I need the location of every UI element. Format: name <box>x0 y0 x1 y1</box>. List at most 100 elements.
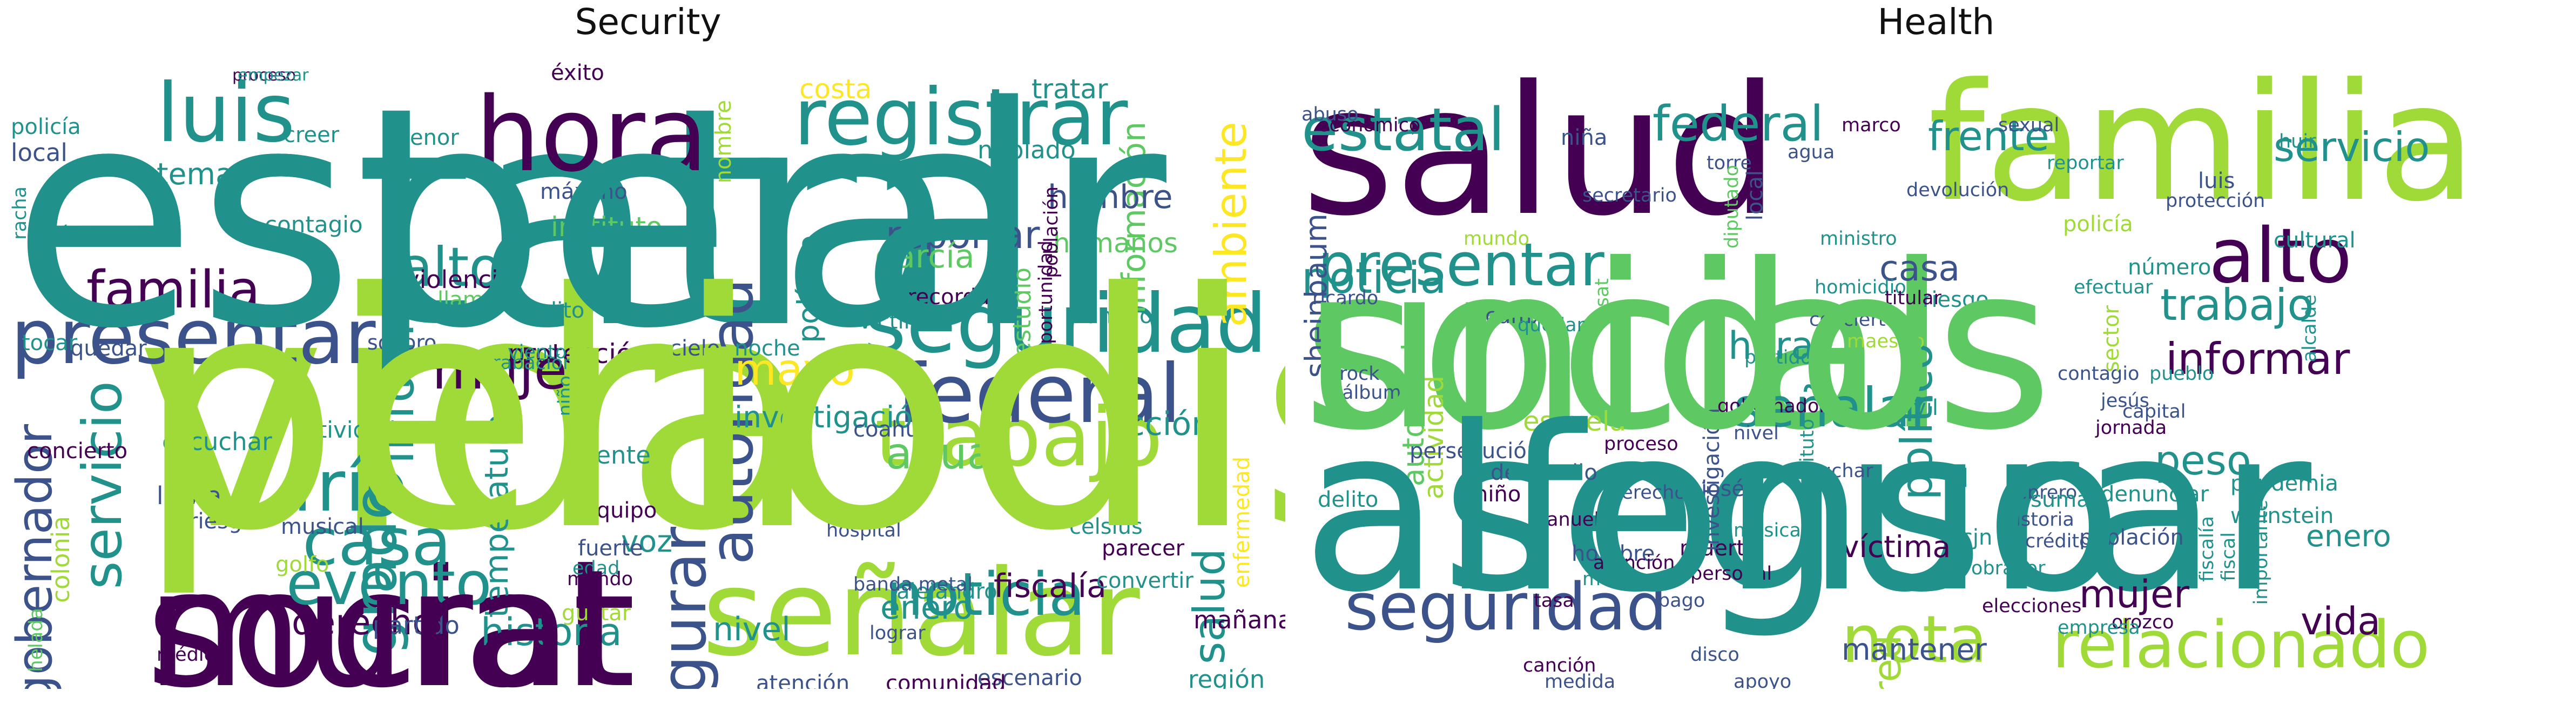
cloud-word: mujer <box>432 338 590 401</box>
cloud-word: violencia <box>405 265 514 294</box>
cloud-word: empresa <box>2058 617 2140 639</box>
cloud-word: atención <box>756 671 850 689</box>
cloud-word: familia <box>1928 51 2477 237</box>
cloud-word: médico <box>157 644 226 666</box>
cloud-word: recordar <box>907 285 999 310</box>
cloud-word: tratar <box>1031 73 1108 105</box>
cloud-word: local <box>11 138 68 167</box>
cloud-word: víctima <box>1842 529 1951 564</box>
cloud-word: estatal <box>1302 95 1505 164</box>
cloud-word: mujer <box>2079 572 2189 616</box>
cloud-word: partido <box>373 611 460 640</box>
cloud-word: historia <box>481 610 622 654</box>
cloud-word: informar <box>2166 334 2350 384</box>
cloud-word: señalar <box>1734 376 1933 439</box>
cloud-word: escuchar <box>162 427 272 456</box>
cloud-word: escuchar <box>1788 460 1873 482</box>
cloud-word: lluvia <box>157 481 222 510</box>
cloud-word: servicio <box>2274 123 2430 171</box>
cloud-word: proceso <box>232 66 296 85</box>
cloud-word: instituto <box>551 211 663 243</box>
cloud-word: marco <box>1842 115 1901 136</box>
cloud-word: rock <box>1339 363 1380 385</box>
panel-title-health: Health <box>1877 1 1995 43</box>
cloud-word: proceso <box>1604 433 1678 455</box>
cloud-word: luis <box>157 66 295 160</box>
cloud-word: maestro <box>1847 331 1925 352</box>
cloud-word: costa <box>799 73 872 105</box>
cloud-word: tocar <box>22 331 78 356</box>
cloud-word: creer <box>284 123 340 147</box>
cloud-word: médico <box>1582 568 1652 590</box>
cloud-word: alcalde <box>2299 294 2321 363</box>
cloud-word: alto <box>2209 212 2352 300</box>
cloud-word: escuela <box>1523 406 1627 437</box>
cloud-word: casa <box>302 505 451 580</box>
cloud-word: tasa <box>1534 590 1574 612</box>
cloud-word: gobernador <box>1717 395 1827 417</box>
cloud-word: número <box>43 223 127 247</box>
cloud-word: devolución <box>1906 179 2009 201</box>
panel-title-security: Security <box>575 1 721 43</box>
word-cloud-health: social asegurar salud familia estatal segurid… <box>1302 51 2576 689</box>
cloud-word: sexual <box>1998 115 2060 136</box>
cloud-word: nublado <box>977 136 1076 164</box>
cloud-word: fiscalía <box>994 567 1107 605</box>
cloud-word: actividad <box>292 417 396 443</box>
cloud-word: muerte <box>1680 536 1758 561</box>
cloud-word: fiscalía <box>2196 516 2218 582</box>
cloud-word: mundo <box>1464 228 1530 250</box>
cloud-word: víctima <box>859 309 939 334</box>
cloud-word: seguridad <box>864 277 1267 371</box>
cloud-word: protección <box>508 338 650 370</box>
cloud-word: mayo <box>734 345 855 395</box>
cloud-word: titular <box>1885 287 1941 309</box>
cloud-word: vida <box>2301 599 2381 643</box>
cloud-word: efectuar <box>2074 277 2153 298</box>
cloud-word: presentar <box>1318 230 1604 299</box>
cloud-word: pesos <box>389 352 444 374</box>
cloud-word: enero <box>2306 519 2391 553</box>
cloud-word: sumar <box>2031 487 2099 512</box>
cloud-word: federal <box>896 347 1182 441</box>
cloud-word: obrador <box>1971 558 2046 579</box>
cloud-word: mantener <box>1842 632 1987 667</box>
cloud-word: colonia <box>46 516 75 603</box>
cloud-word: abuso <box>1302 104 1359 125</box>
cloud-word: protección <box>2166 190 2265 212</box>
cloud-word: elecciones <box>1982 595 2082 617</box>
cloud-word: alfonso <box>1302 378 2123 642</box>
cloud-word: fiscal <box>2218 532 2240 581</box>
cloud-word: federal <box>1653 96 1824 152</box>
cloud-word: cdmx <box>1485 304 1545 328</box>
cloud-word: medida <box>1545 671 1616 689</box>
cloud-word: niña <box>1561 125 1608 150</box>
cloud-word: éxito <box>551 61 604 85</box>
cloud-word: población <box>2079 525 2184 550</box>
cloud-word: asegurar <box>1302 378 2312 642</box>
cloud-word: josé <box>1701 477 1745 501</box>
cloud-word: pago <box>1658 590 1705 612</box>
cloud-word: empezar <box>238 66 309 85</box>
cloud-word: sector <box>2099 305 2124 373</box>
cloud-word: riesgo <box>1923 287 1989 312</box>
cloud-word: social <box>1302 216 1948 480</box>
cloud-word: historia <box>2004 509 2074 531</box>
cloud-word: vida <box>135 224 821 602</box>
cloud-word: parecer <box>1102 536 1185 561</box>
cloud-word: acción <box>1107 405 1212 443</box>
cloud-word: coahuila <box>853 417 945 442</box>
cloud-word: quedar <box>1518 314 1584 336</box>
cloud-word: partido <box>1744 347 1812 368</box>
cloud-word: frente <box>578 441 651 470</box>
cloud-word: frío <box>292 445 408 527</box>
cloud-word: homicidio <box>1815 277 1906 298</box>
cloud-word: concierto <box>1809 309 1897 331</box>
cloud-word: relacionado <box>2052 608 2430 683</box>
cloud-word: trabajo <box>2160 280 2314 330</box>
cloud-word: menor <box>389 125 459 150</box>
cloud-word: quedar <box>70 336 147 361</box>
cloud-word: helada <box>25 608 47 672</box>
cloud-word: contagio <box>265 211 363 238</box>
cloud-word: noticia <box>1302 253 1447 303</box>
